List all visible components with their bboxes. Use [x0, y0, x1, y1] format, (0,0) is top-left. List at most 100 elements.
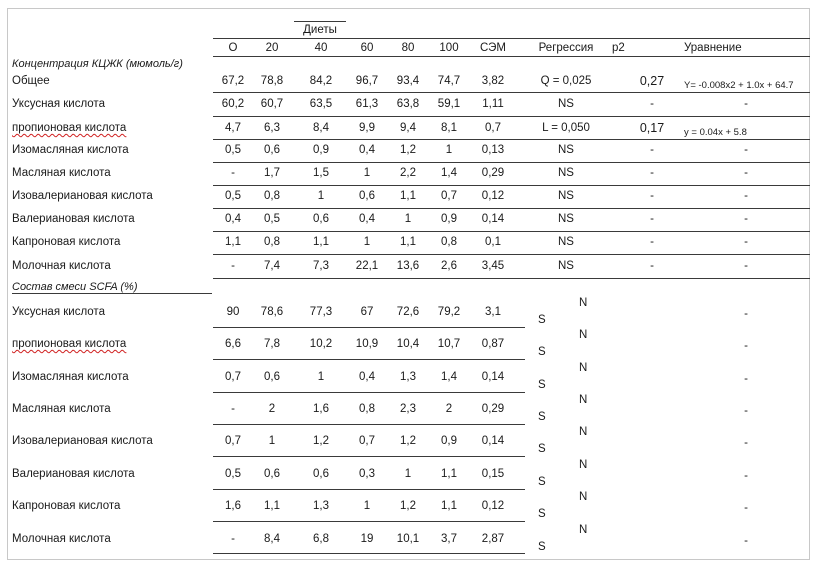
sem-value: 0,87 — [481, 338, 505, 350]
diet-value: 1,6 — [313, 403, 329, 415]
diet-value: 0,7 — [225, 371, 241, 383]
regression-value: NS — [558, 144, 574, 156]
row-label: Изовалериановая кислота — [12, 435, 153, 447]
ns-n: N — [579, 362, 588, 374]
row-divider — [213, 231, 810, 232]
diet-value: - — [231, 260, 235, 272]
equation-value: - — [744, 190, 748, 202]
diet-value: 1,3 — [400, 371, 416, 383]
equation-value: - — [744, 308, 748, 320]
diet-value: 96,7 — [355, 75, 379, 87]
row-label: Капроновая кислота — [12, 236, 121, 248]
diet-value: 1 — [363, 236, 371, 248]
diet-value: 6,3 — [264, 122, 280, 134]
row-label: Масляная кислота — [12, 403, 111, 415]
row-label: Валериановая кислота — [12, 468, 135, 480]
diets-header-line — [294, 21, 346, 22]
row-divider — [213, 424, 525, 425]
diet-value: 0,6 — [313, 213, 329, 225]
regression-value: NS — [558, 167, 574, 179]
ns-s: S — [538, 411, 546, 423]
diet-value: 90 — [226, 306, 240, 318]
diet-value: 0,4 — [359, 213, 375, 225]
diet-value: 8,1 — [441, 122, 457, 134]
ns-s: S — [538, 476, 546, 488]
equation-value: y = 0.04x + 5.8 — [684, 127, 747, 138]
diet-value: 1,2 — [400, 144, 416, 156]
regression-value: NS — [558, 260, 574, 272]
section1-title: Концентрация КЦЖК (мюмоль/г) — [12, 58, 183, 70]
diets-header: Диеты — [303, 24, 337, 36]
diet-value: 6,6 — [225, 338, 241, 350]
sem-value: 0,14 — [481, 371, 505, 383]
diet-value: 0,3 — [359, 468, 375, 480]
regression-value: NS — [558, 98, 574, 110]
diet-value: 0,7 — [441, 190, 457, 202]
equation-value: - — [744, 373, 748, 385]
ns-s: S — [538, 541, 546, 553]
row-divider — [213, 162, 810, 163]
diet-value: 0,9 — [441, 213, 457, 225]
diet-value: 1,2 — [400, 435, 416, 447]
diet-value: 1,1 — [441, 500, 457, 512]
equation-value: - — [744, 144, 748, 156]
regression-value: NS — [558, 236, 574, 248]
equation-value: Y= -0.008x2 + 1.0x + 64.7 — [684, 80, 794, 91]
column-header-4: 80 — [401, 42, 415, 54]
sem-value: 0,12 — [481, 500, 505, 512]
r2-value: 0,27 — [639, 74, 665, 88]
ns-s: S — [538, 314, 546, 326]
table-frame — [7, 8, 810, 560]
column-header-8: р2 — [612, 42, 625, 54]
diet-value: 1 — [445, 144, 453, 156]
diet-value: 1,4 — [441, 167, 457, 179]
equation-value: - — [744, 340, 748, 352]
row-label: Молочная кислота — [12, 260, 111, 272]
diet-value: 13,6 — [396, 260, 420, 272]
diet-value: 10,9 — [355, 338, 379, 350]
diet-value: - — [231, 403, 235, 415]
ns-s: S — [538, 508, 546, 520]
ns-n: N — [579, 394, 588, 406]
diet-value: 0,4 — [359, 144, 375, 156]
diet-value: 0,9 — [441, 435, 457, 447]
row-divider — [213, 208, 810, 209]
diet-value: 0,6 — [359, 190, 375, 202]
diet-value: 78,6 — [260, 306, 284, 318]
diet-value: 0,8 — [264, 236, 280, 248]
diet-value: 63,5 — [309, 98, 333, 110]
sem-value: 0,29 — [481, 403, 505, 415]
row-label: Общее — [12, 75, 50, 87]
diet-value: 2 — [268, 403, 276, 415]
diet-value: 78,8 — [260, 75, 284, 87]
row-divider — [213, 139, 810, 140]
diet-value: 22,1 — [355, 260, 379, 272]
row-divider — [213, 456, 525, 457]
diet-value: 74,7 — [437, 75, 461, 87]
row-label: пропионовая кислота — [12, 338, 127, 350]
diet-value: 61,3 — [355, 98, 379, 110]
sem-value: 0,15 — [481, 468, 505, 480]
diet-value: 1,1 — [400, 190, 416, 202]
diet-value: 1 — [404, 213, 412, 225]
equation-value: - — [744, 236, 748, 248]
row-divider — [213, 392, 525, 393]
column-header-2: 40 — [314, 42, 328, 54]
diet-value: 1,1 — [313, 236, 329, 248]
row-label: Изомасляная кислота — [12, 371, 129, 383]
sem-value: 3,82 — [481, 75, 505, 87]
row-divider — [213, 254, 810, 255]
r2-value: - — [650, 144, 654, 156]
diet-value: 0,7 — [225, 435, 241, 447]
diet-value: 2,6 — [441, 260, 457, 272]
diet-value: 2,3 — [400, 403, 416, 415]
equation-value: - — [744, 260, 748, 272]
diet-value: 0,4 — [225, 213, 241, 225]
row-divider — [213, 278, 810, 279]
diet-value: 8,4 — [313, 122, 329, 134]
diet-value: 1,7 — [264, 167, 280, 179]
diet-value: 1,6 — [225, 500, 241, 512]
row-label: Изовалериановая кислота — [12, 190, 153, 202]
sem-value: 0,12 — [481, 190, 505, 202]
section2-label-rule — [12, 293, 212, 294]
